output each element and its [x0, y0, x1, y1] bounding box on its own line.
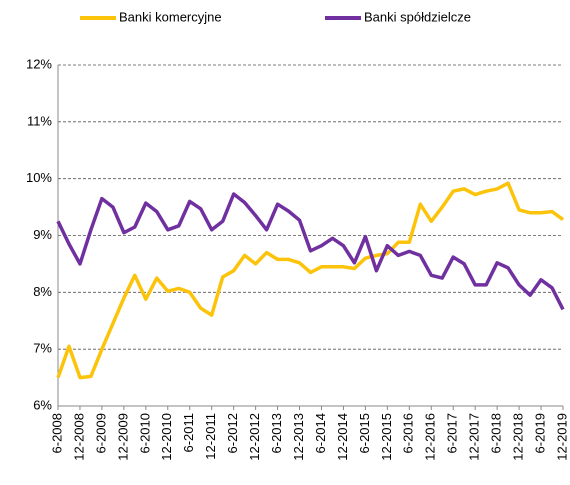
x-tick-label: 12-2009	[115, 413, 130, 461]
x-tick-label: 12-2010	[159, 413, 174, 461]
x-tick-label: 6-2016	[401, 413, 416, 453]
series-line	[56, 181, 565, 380]
x-tick-label: 6-2019	[532, 413, 547, 453]
x-tick-label: 12-2011	[203, 413, 218, 460]
legend-label: Banki komercyjne	[119, 9, 222, 24]
x-tick-label: 12-2008	[71, 413, 86, 461]
x-tick-label: 6-2015	[357, 413, 372, 453]
x-tick-label: 6-2009	[93, 413, 108, 453]
y-tick-label: 6%	[33, 397, 52, 412]
x-tick-label: 12-2014	[335, 413, 350, 461]
y-tick-label: 7%	[33, 341, 52, 356]
x-tick-label: 12-2016	[423, 413, 438, 461]
series-line	[56, 192, 565, 311]
y-tick-label: 10%	[26, 170, 52, 185]
x-tick-label: 12-2019	[554, 413, 569, 461]
x-tick-label: 12-2013	[291, 413, 306, 461]
y-tick-label: 9%	[33, 227, 52, 242]
y-tick-label: 8%	[33, 284, 52, 299]
y-tick-label: 12%	[26, 56, 52, 71]
x-tick-label: 12-2018	[511, 413, 526, 461]
x-tick-label: 12-2015	[379, 413, 394, 461]
legend-label: Banki spółdzielcze	[364, 9, 471, 24]
y-tick-label: 11%	[27, 113, 52, 128]
x-tick-label: 6-2008	[49, 413, 64, 453]
x-tick-label: 6-2011	[181, 413, 196, 453]
x-tick-label: 6-2014	[313, 413, 328, 453]
x-tick-label: 12-2012	[247, 413, 262, 461]
x-tick-label: 6-2010	[137, 413, 152, 453]
x-tick-label: 6-2018	[489, 413, 504, 453]
x-tick-label: 6-2012	[225, 413, 240, 453]
x-tick-label: 6-2013	[269, 413, 284, 453]
x-tick-label: 6-2017	[445, 413, 460, 453]
x-tick-label: 12-2017	[467, 413, 482, 461]
